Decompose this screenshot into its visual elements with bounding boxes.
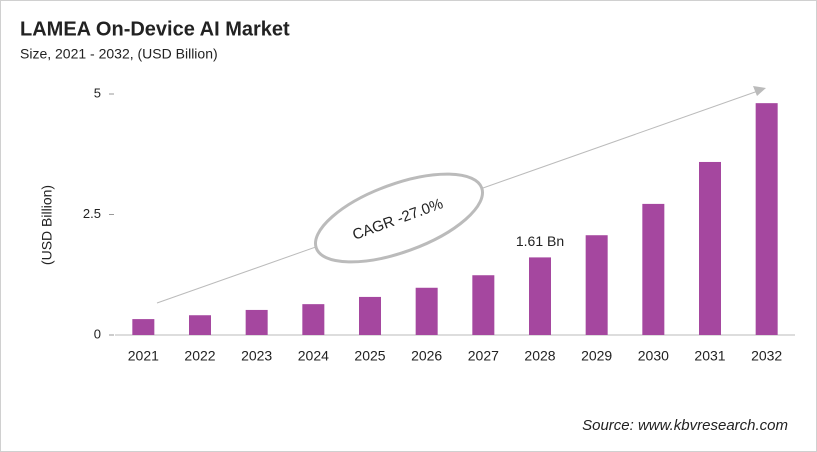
bar (472, 275, 495, 335)
cagr-ellipse (313, 172, 485, 264)
bar (529, 257, 551, 335)
chart-title: LAMEA On-Device AI Market (20, 18, 290, 40)
bar (132, 319, 155, 335)
y-axis-label: (USD Billion) (39, 185, 55, 265)
bar (189, 315, 211, 335)
bar (245, 309, 268, 335)
y-tick-label: 5 (94, 85, 101, 100)
y-tick-label: 0 (94, 326, 101, 341)
x-tick-label: 2032 (751, 348, 782, 364)
x-tick-label: 2029 (581, 348, 612, 364)
x-tick-label: 2030 (638, 348, 669, 364)
y-tick-label: 2.5 (83, 206, 101, 221)
bar (699, 161, 721, 335)
value-label: 1.61 Bn (516, 233, 564, 249)
x-tick-label: 2023 (241, 348, 272, 364)
chart-subtitle: Size, 2021 - 2032, (USD Billion) (20, 46, 218, 62)
x-tick-label: 2026 (411, 348, 442, 364)
bar (642, 203, 665, 335)
bar (359, 296, 381, 335)
x-tick-label: 2031 (694, 348, 725, 364)
x-tick-label: 2022 (184, 348, 215, 364)
x-tick-label: 2028 (524, 348, 555, 364)
bar (755, 103, 778, 336)
x-tick-label: 2024 (298, 348, 329, 364)
bar (302, 304, 325, 335)
bar (415, 287, 438, 335)
x-tick-label: 2025 (354, 348, 385, 364)
bar (585, 235, 608, 335)
arrow-head (753, 86, 766, 96)
x-tick-label: 2021 (128, 348, 159, 364)
source: Source: www.kbvresearch.com (582, 417, 788, 434)
x-tick-label: 2027 (468, 348, 499, 364)
